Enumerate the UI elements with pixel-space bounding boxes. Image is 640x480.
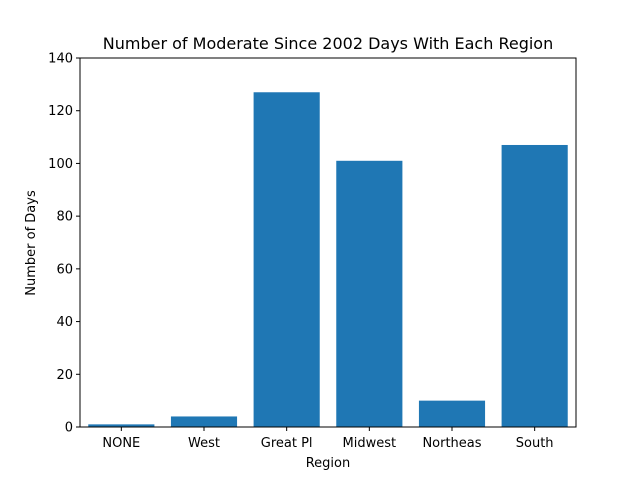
x-tick-label: South <box>516 436 554 451</box>
y-tick-label: 40 <box>56 315 73 330</box>
bar-west <box>170 416 238 427</box>
y-axis-title: Number of Days <box>24 190 39 296</box>
y-tick-label: 60 <box>56 262 73 277</box>
bar-none <box>88 424 155 427</box>
x-tick-label: Midwest <box>343 436 397 451</box>
x-tick-label: Great Pl <box>261 436 313 451</box>
x-tick-label: Northeas <box>422 436 481 451</box>
bars-group <box>88 92 568 428</box>
chart-title: Number of Moderate Since 2002 Days With … <box>103 34 553 53</box>
x-tick-label: NONE <box>102 436 140 451</box>
y-tick-label: 140 <box>48 52 73 67</box>
bar-south <box>501 144 568 427</box>
bar-northeas <box>418 400 486 427</box>
bar-midwest <box>336 160 403 428</box>
y-tick-label: 0 <box>65 421 73 436</box>
y-tick-label: 80 <box>56 210 73 225</box>
x-axis: NONE West Great Pl Midwest Northeas South <box>102 427 554 451</box>
x-axis-title: Region <box>306 456 351 471</box>
x-tick-label: West <box>188 436 220 451</box>
y-tick-label: 100 <box>48 157 73 172</box>
plot-frame <box>79 57 577 428</box>
y-axis: 0 20 40 60 80 100 120 140 <box>48 52 80 436</box>
y-tick-label: 120 <box>48 104 73 119</box>
y-tick-label: 20 <box>56 368 73 383</box>
bar-great-pl <box>253 92 320 427</box>
